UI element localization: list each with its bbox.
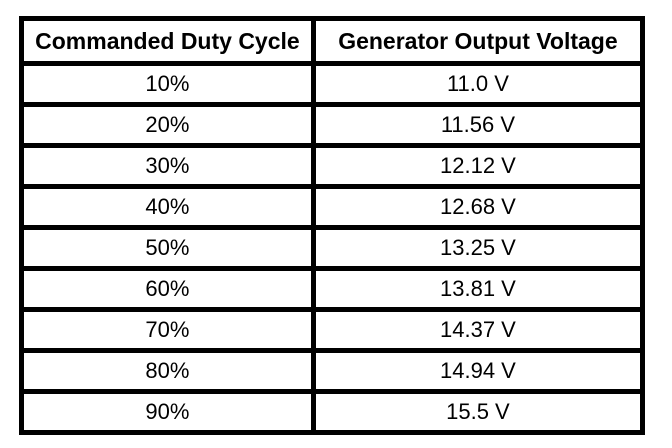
duty-cycle-cell: 10%: [19, 61, 316, 107]
table-row: 30% 12.12 V: [19, 143, 646, 189]
table-row: 40% 12.68 V: [19, 184, 646, 230]
duty-cycle-cell: 90%: [19, 389, 316, 435]
voltage-cell: 15.5 V: [310, 389, 646, 435]
column-header-output-voltage: Generator Output Voltage: [310, 16, 646, 66]
duty-cycle-cell: 70%: [19, 307, 316, 353]
duty-cycle-cell: 60%: [19, 266, 316, 312]
voltage-cell: 13.25 V: [310, 225, 646, 271]
column-header-duty-cycle: Commanded Duty Cycle: [19, 16, 316, 66]
table-row: 10% 11.0 V: [19, 61, 646, 107]
table-row: 80% 14.94 V: [19, 348, 646, 394]
voltage-cell: 13.81 V: [310, 266, 646, 312]
duty-cycle-cell: 80%: [19, 348, 316, 394]
duty-cycle-cell: 50%: [19, 225, 316, 271]
table-row: 60% 13.81 V: [19, 266, 646, 312]
voltage-cell: 14.94 V: [310, 348, 646, 394]
voltage-cell: 12.12 V: [310, 143, 646, 189]
duty-cycle-cell: 20%: [19, 102, 316, 148]
duty-cycle-cell: 30%: [19, 143, 316, 189]
header-row: Commanded Duty Cycle Generator Output Vo…: [19, 16, 646, 66]
table-row: 90% 15.5 V: [19, 389, 646, 435]
voltage-cell: 14.37 V: [310, 307, 646, 353]
table-header: Commanded Duty Cycle Generator Output Vo…: [19, 16, 646, 66]
duty-cycle-voltage-table: Commanded Duty Cycle Generator Output Vo…: [19, 16, 646, 435]
duty-cycle-cell: 40%: [19, 184, 316, 230]
voltage-cell: 11.0 V: [310, 61, 646, 107]
table-row: 70% 14.37 V: [19, 307, 646, 353]
table-row: 20% 11.56 V: [19, 102, 646, 148]
voltage-cell: 12.68 V: [310, 184, 646, 230]
table-body: 10% 11.0 V 20% 11.56 V 30% 12.12 V 40% 1…: [19, 61, 646, 435]
voltage-cell: 11.56 V: [310, 102, 646, 148]
table-row: 50% 13.25 V: [19, 225, 646, 271]
